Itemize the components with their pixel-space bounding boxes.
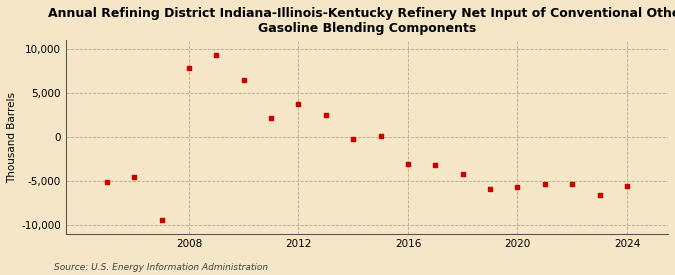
Point [430,163,441,167]
Point [266,116,277,120]
Point [211,53,221,57]
Point [101,180,112,184]
Point [156,218,167,222]
Title: Annual Refining District Indiana-Illinois-Kentucky Refinery Net Input of Convent: Annual Refining District Indiana-Illinoi… [48,7,675,35]
Y-axis label: Thousand Barrels: Thousand Barrels [7,92,17,183]
Point [129,175,140,179]
Point [539,182,550,186]
Point [184,65,194,70]
Point [348,137,358,141]
Point [375,134,386,138]
Point [567,182,578,186]
Point [293,101,304,106]
Text: Source: U.S. Energy Information Administration: Source: U.S. Energy Information Administ… [54,263,268,272]
Point [485,187,495,191]
Point [238,78,249,82]
Point [458,172,468,176]
Point [402,161,413,166]
Point [321,113,331,117]
Point [622,183,632,188]
Point [594,193,605,197]
Point [512,185,523,189]
